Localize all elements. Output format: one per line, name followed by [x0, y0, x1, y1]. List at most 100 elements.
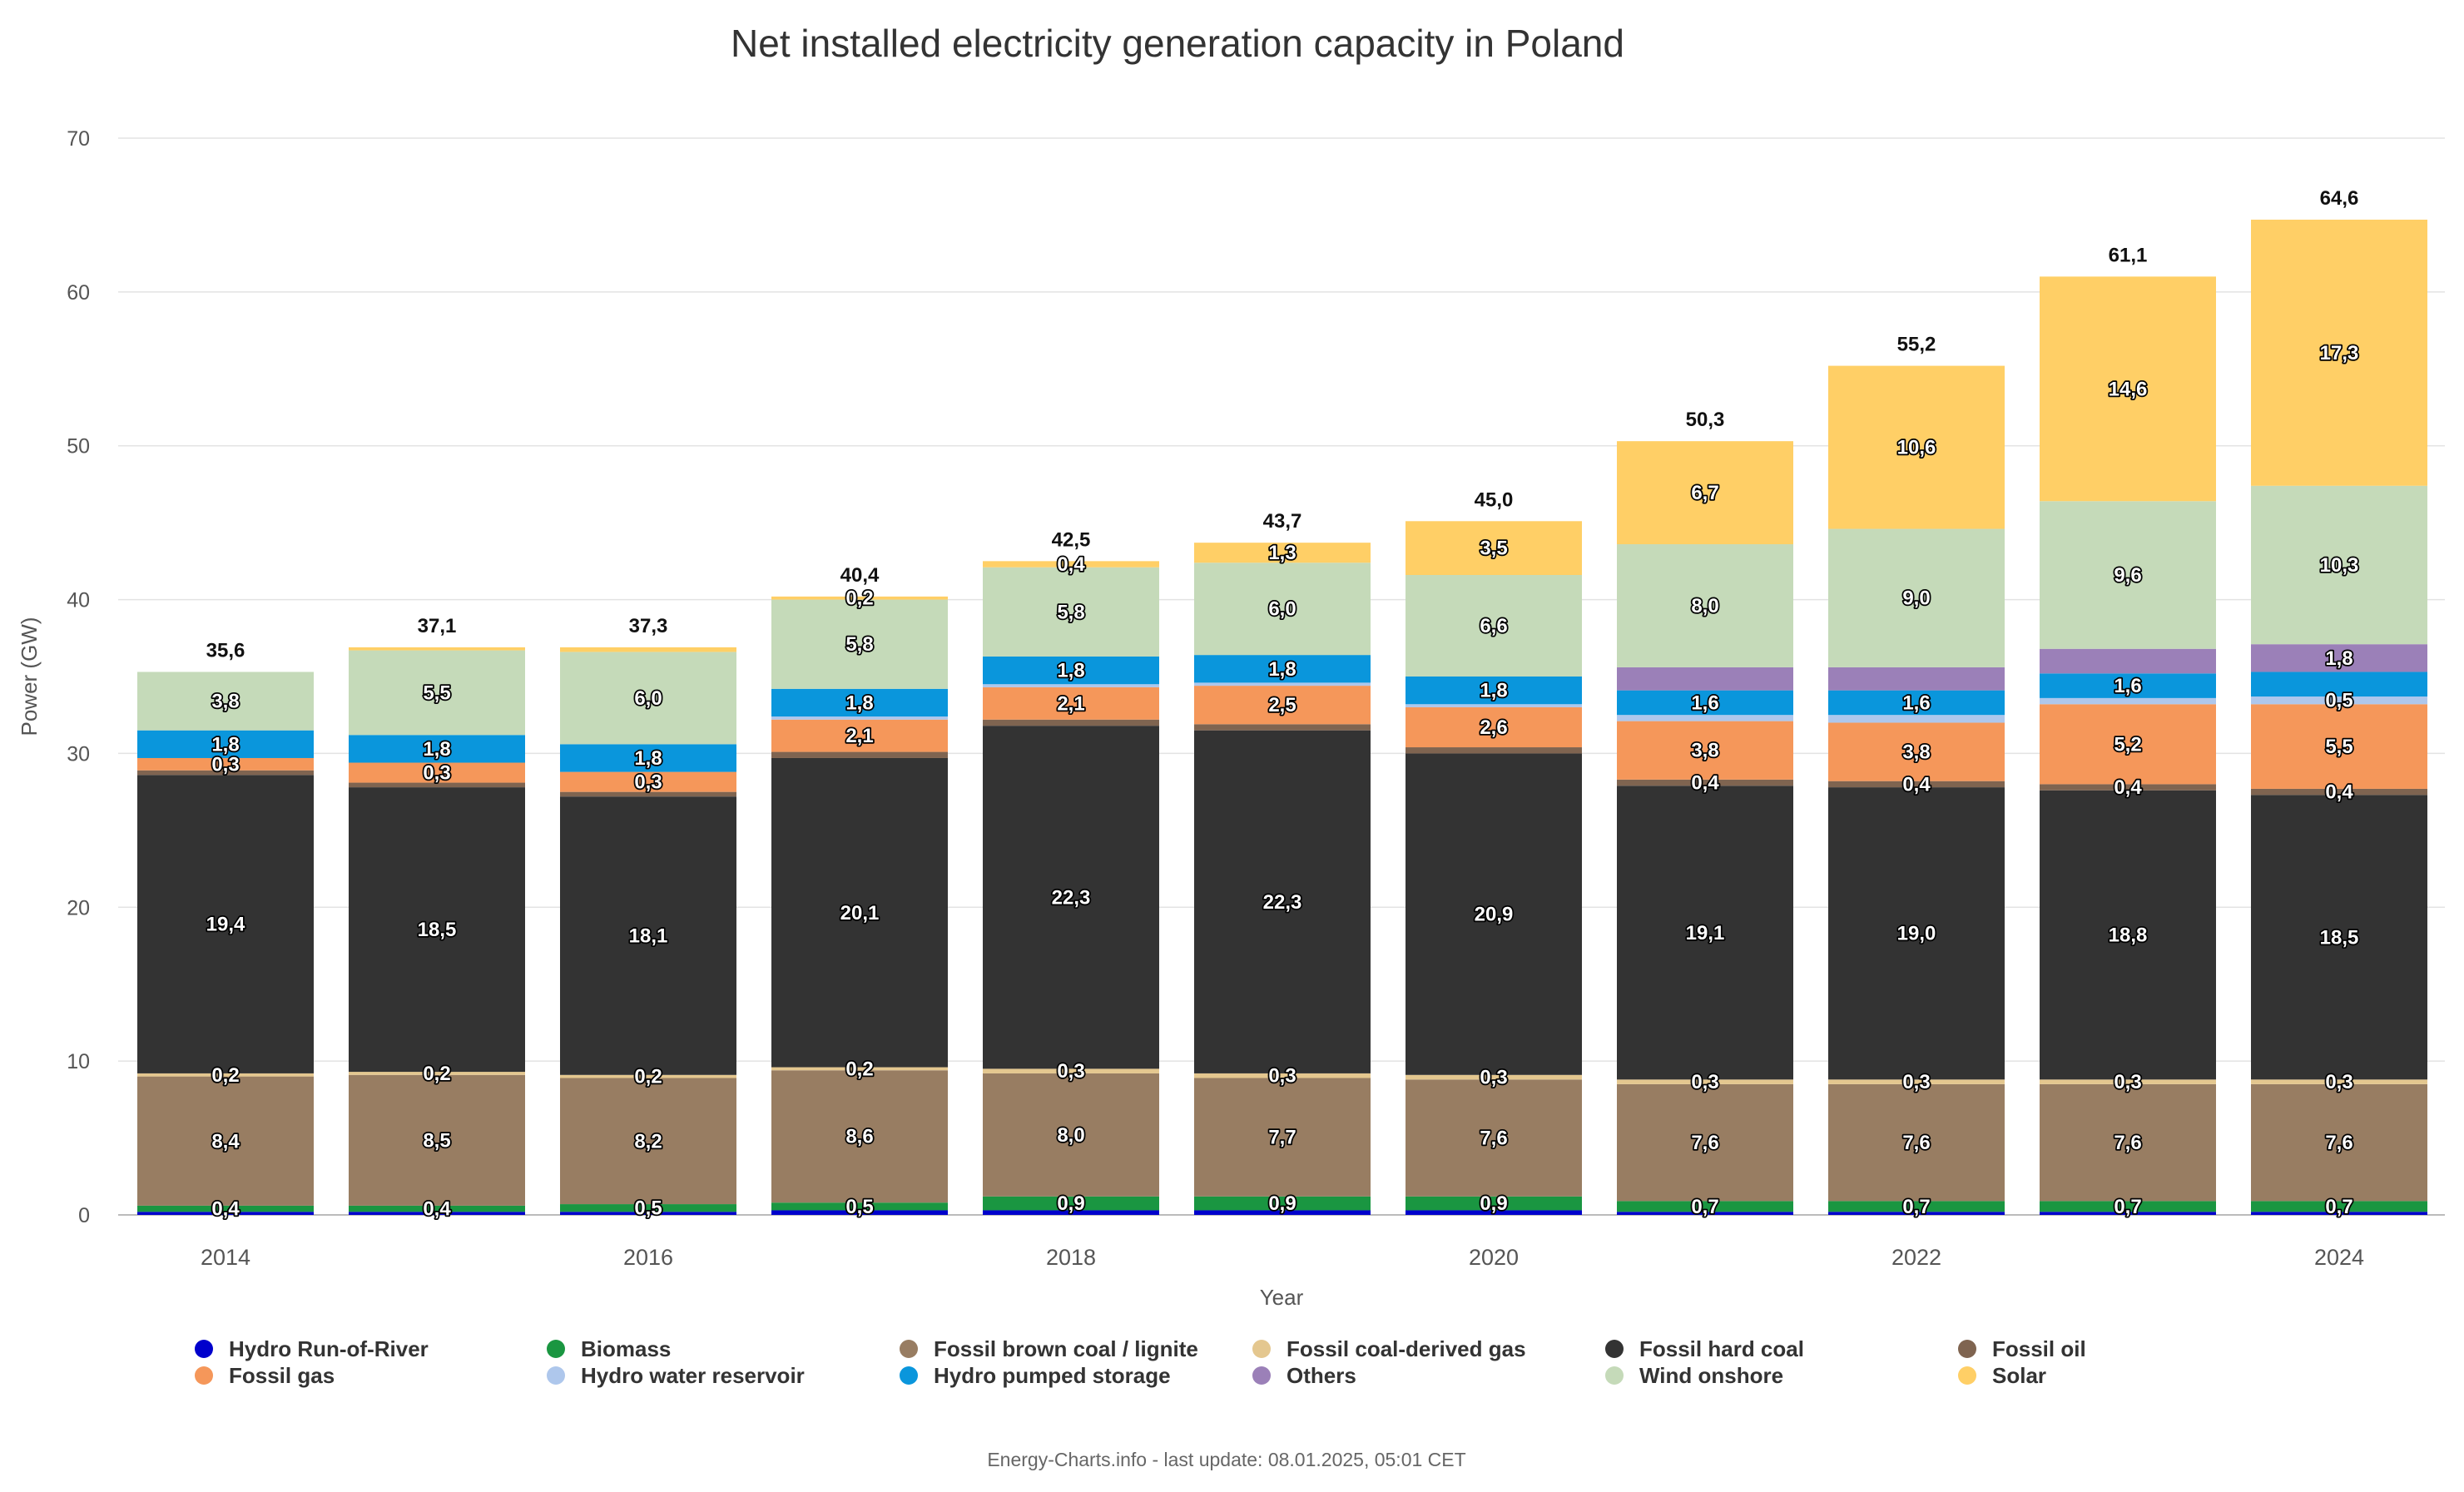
legend-label: Fossil oil: [1992, 1336, 2086, 1361]
bar-2022: [1828, 365, 2005, 1215]
segment-value-label: 7,6: [1691, 1132, 1718, 1154]
segment-value-label: 0,3: [1268, 1065, 1296, 1088]
bar-segment: [983, 719, 1159, 726]
bar-segment: [1194, 543, 1371, 563]
bar-segment: [1194, 655, 1371, 683]
segment-value-label: 0,2: [634, 1066, 662, 1088]
bar-segment: [1406, 706, 1582, 748]
segment-value-label: 1,8: [1480, 680, 1507, 702]
segment-value-label: 2,1: [845, 725, 873, 747]
segment-value-label: 5,5: [2325, 736, 2352, 758]
segment-value-label: 19,4: [206, 914, 245, 936]
bar-segment: [1406, 574, 1582, 677]
bar-segment: [1617, 1201, 1793, 1212]
segment-value-label: 18,5: [2320, 926, 2359, 949]
y-tick-label: 0: [78, 1204, 90, 1227]
bar-segment: [2251, 644, 2427, 672]
segment-value-label: 0,4: [1057, 553, 1085, 576]
segment-value-label: 10,6: [1897, 437, 1936, 459]
total-value-label: 55,2: [1897, 334, 1936, 356]
bar-segment: [1617, 779, 1793, 786]
segment-value-label: 0,3: [634, 771, 662, 794]
legend-marker: [1958, 1340, 1976, 1358]
y-axis-label: Power (GW): [17, 617, 42, 736]
bar-segment: [2040, 1083, 2216, 1202]
x-tick-label: 2020: [1469, 1245, 1519, 1270]
legend-marker: [1605, 1366, 1624, 1385]
bar-segment: [771, 599, 948, 689]
credit-footer: Energy-Charts.info - last update: 08.01.…: [987, 1449, 1465, 1470]
bar-segment: [771, 1202, 948, 1211]
bar-segment: [560, 1212, 736, 1215]
bar-segment: [2251, 788, 2427, 796]
segment-value-label: 0,2: [845, 587, 873, 610]
legend-item[interactable]: Hydro water reservoir: [547, 1363, 805, 1388]
legend-marker: [900, 1340, 918, 1358]
segment-value-label: 2,6: [1480, 716, 1507, 739]
legend-label: Hydro water reservoir: [581, 1363, 805, 1388]
bar-segment: [349, 735, 525, 763]
segment-value-label: 1,6: [1691, 691, 1718, 714]
bar-segment: [2040, 784, 2216, 791]
bar-segment: [1617, 1212, 1793, 1215]
x-axis-label: Year: [1260, 1285, 1304, 1310]
bar-segment: [771, 688, 948, 717]
segment-value-label: 0,7: [1691, 1196, 1718, 1218]
legend-marker: [1252, 1366, 1271, 1385]
segment-value-label: 3,8: [1902, 741, 1930, 764]
segment-value-label: 19,1: [1686, 922, 1725, 944]
bar-segment: [1617, 690, 1793, 716]
legend-item[interactable]: Solar: [1958, 1363, 2046, 1388]
segment-value-label: 19,0: [1897, 923, 1936, 945]
segment-value-label: 1,8: [1057, 660, 1084, 682]
legend-item[interactable]: Fossil hard coal: [1605, 1336, 1804, 1361]
bar-segment: [1828, 1079, 2005, 1084]
bar-segment: [560, 647, 736, 652]
bar-segment: [1406, 521, 1582, 575]
bar-segment: [2251, 704, 2427, 789]
legend-item[interactable]: Fossil coal-derived gas: [1252, 1336, 1526, 1361]
segment-value-label: 0,7: [2325, 1196, 2352, 1218]
bar-segment: [2040, 673, 2216, 698]
segment-value-label: 0,3: [1480, 1067, 1507, 1089]
segment-value-label: 0,2: [423, 1063, 450, 1085]
bars: [137, 219, 2427, 1215]
legend-item[interactable]: Hydro pumped storage: [900, 1363, 1171, 1388]
segment-value-label: 1,8: [634, 747, 662, 770]
bar-segment: [2040, 648, 2216, 674]
bar-segment: [1406, 704, 1582, 707]
bar-segment: [349, 647, 525, 651]
bar-segment: [1194, 1078, 1371, 1197]
segment-value-label: 8,0: [1057, 1124, 1084, 1147]
bar-segment: [1194, 1073, 1371, 1078]
segment-value-label: 0,3: [2114, 1071, 2141, 1093]
segment-value-label: 20,9: [1475, 904, 1514, 926]
bar-segment: [1828, 1212, 2005, 1215]
bar-segment: [2251, 1201, 2427, 1212]
legend-item[interactable]: Wind onshore: [1605, 1363, 1783, 1388]
segment-value-label: 0,4: [2114, 776, 2142, 799]
legend-item[interactable]: Fossil oil: [1958, 1336, 2086, 1361]
legend-item[interactable]: Others: [1252, 1363, 1356, 1388]
bar-segment: [1406, 1210, 1582, 1215]
bar-segment: [1617, 544, 1793, 667]
bar-segment: [137, 1205, 314, 1212]
total-value-label: 40,4: [840, 564, 880, 587]
legend-item[interactable]: Fossil brown coal / lignite: [900, 1336, 1198, 1361]
legend-item[interactable]: Biomass: [547, 1336, 671, 1361]
y-tick-label: 40: [67, 589, 90, 612]
x-tick-label: 2016: [623, 1245, 673, 1270]
segment-value-label: 0,9: [1268, 1192, 1296, 1215]
segment-value-label: 0,4: [1902, 773, 1931, 796]
bar-segment: [349, 1074, 525, 1206]
bar-2023: [2040, 276, 2216, 1215]
bar-segment: [137, 770, 314, 776]
bar-segment: [1828, 722, 2005, 781]
bar-segment: [1406, 677, 1582, 705]
legend-item[interactable]: Fossil gas: [195, 1363, 335, 1388]
segment-value-label: 0,4: [1691, 772, 1719, 795]
bar-segment: [137, 1212, 314, 1215]
total-value-label: 35,6: [206, 639, 245, 662]
total-value-label: 37,1: [418, 615, 457, 637]
legend-item[interactable]: Hydro Run-of-River: [195, 1336, 429, 1361]
